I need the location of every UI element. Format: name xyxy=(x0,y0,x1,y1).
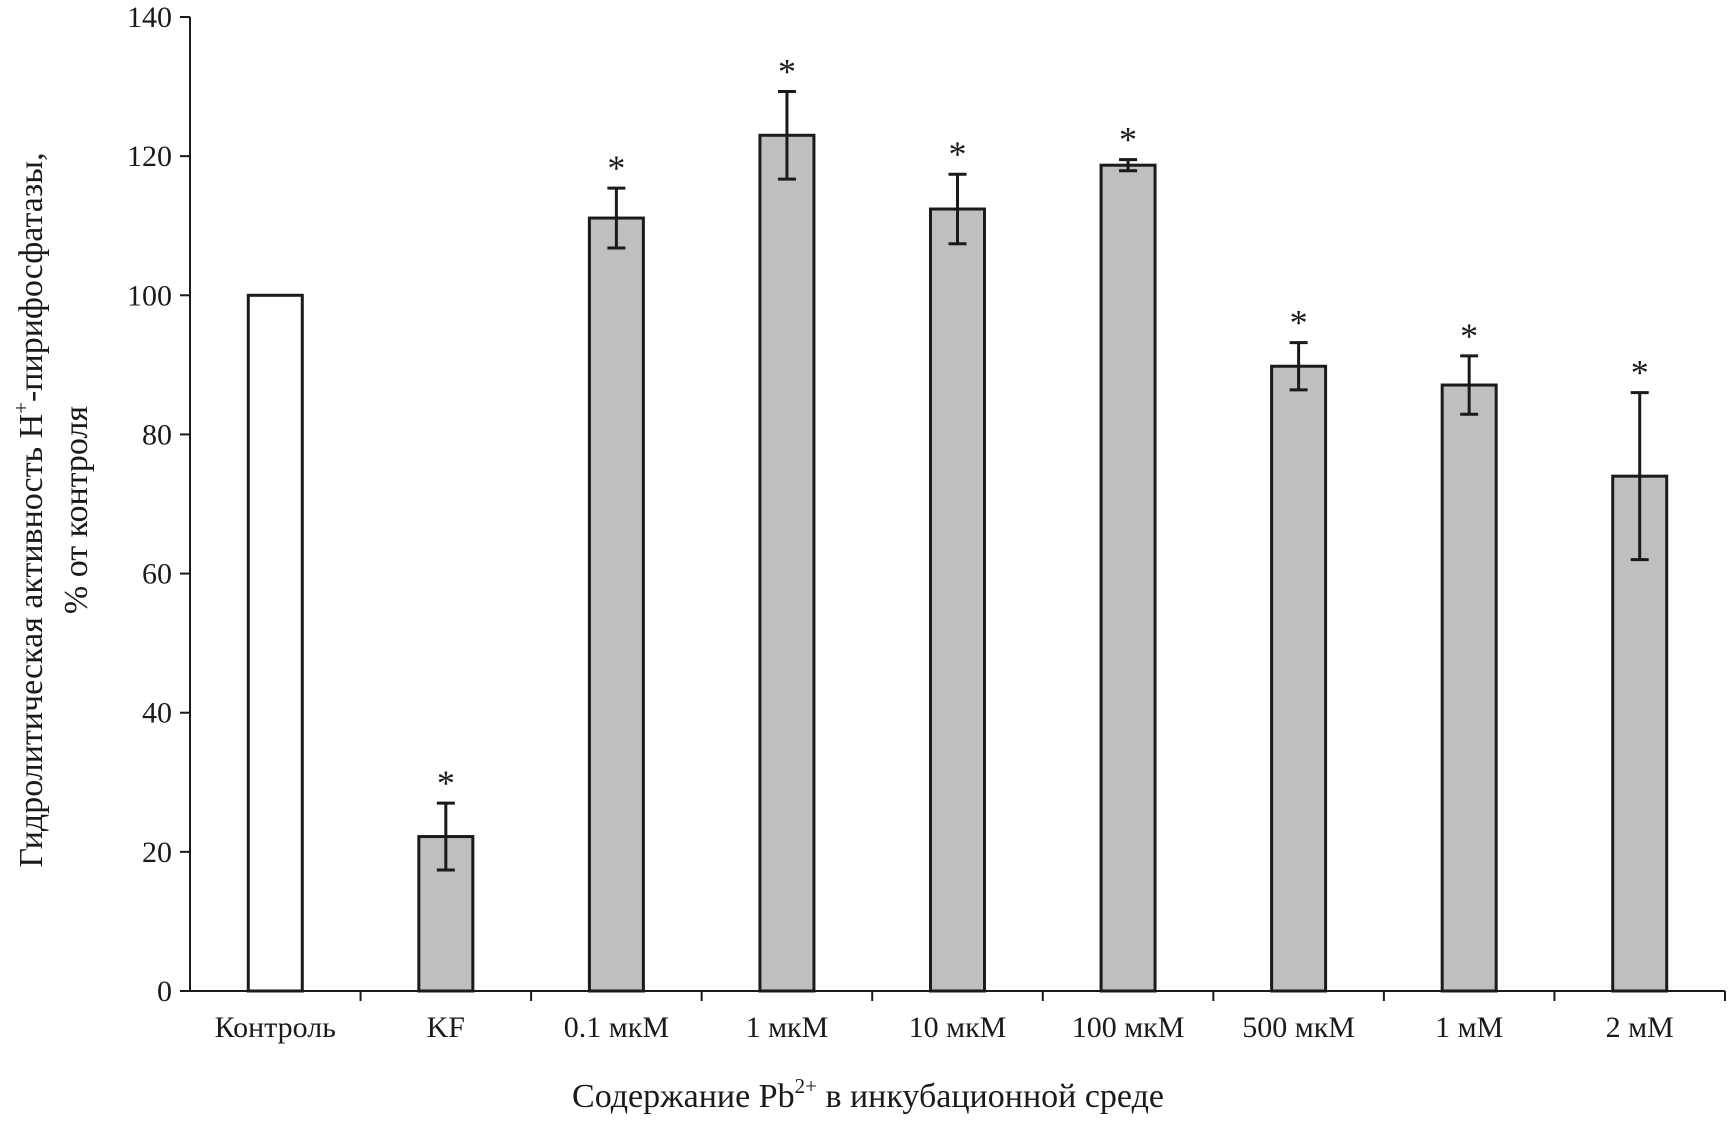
bar xyxy=(246,293,304,993)
x-axis-title: Содержание Pb2+ в инкубационной среде xyxy=(572,1074,1164,1115)
bar xyxy=(587,216,645,993)
bar xyxy=(1099,163,1157,993)
significance-mark: * xyxy=(1460,316,1478,356)
bar xyxy=(1440,383,1498,993)
labels: 0 20 40 60 80 100 120 140 Контроль * KF * 0.1 мкМ * 1 … xyxy=(127,1,1674,1044)
y-tick-label: 0 xyxy=(157,975,172,1008)
bar xyxy=(929,207,986,993)
significance-mark: * xyxy=(607,148,625,188)
x-category-label: 2 мМ xyxy=(1606,1011,1674,1044)
x-category-label: 0.1 мкМ xyxy=(564,1011,669,1044)
bar xyxy=(1611,474,1669,993)
significance-mark: * xyxy=(1119,120,1137,160)
x-category-label: 100 мкМ xyxy=(1072,1011,1185,1044)
x-category-label: 500 мкМ xyxy=(1242,1011,1355,1044)
x-category-label: 1 мкМ xyxy=(746,1011,829,1044)
significance-mark: * xyxy=(778,51,796,91)
y-axis-title: Гидролитическая активность H+-пирифосфат… xyxy=(9,152,95,867)
y-tick-label: 40 xyxy=(142,697,172,730)
x-category-label: 1 мМ xyxy=(1435,1011,1503,1044)
significance-mark: * xyxy=(437,763,455,803)
bar xyxy=(1270,364,1328,993)
y-axis-title-line2: % от контроля xyxy=(58,406,95,615)
bar xyxy=(758,133,816,993)
y-tick-label: 80 xyxy=(142,418,172,451)
y-tick-label: 100 xyxy=(127,279,172,312)
y-axis-title-line1: Гидролитическая активность H+-пирифосфат… xyxy=(9,152,50,867)
y-tick-label: 140 xyxy=(127,1,172,34)
significance-mark: * xyxy=(949,134,967,174)
y-tick-label: 120 xyxy=(127,140,172,173)
x-category-label: Контроль xyxy=(215,1011,336,1044)
significance-mark: * xyxy=(1290,303,1308,343)
x-category-label: KF xyxy=(427,1011,465,1044)
y-tick-label: 20 xyxy=(142,836,172,869)
bars xyxy=(246,89,1669,993)
x-category-label: 10 мкМ xyxy=(909,1011,1007,1044)
significance-mark: * xyxy=(1631,353,1649,393)
y-tick-label: 60 xyxy=(142,558,172,591)
